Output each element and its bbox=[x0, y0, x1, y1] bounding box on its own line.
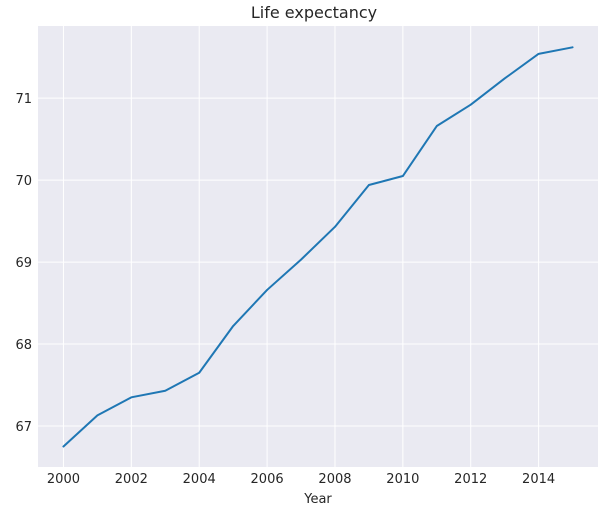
data-point bbox=[470, 104, 472, 106]
x-tick-label: 2014 bbox=[522, 472, 555, 487]
x-axis-label: Year bbox=[303, 492, 332, 506]
data-point bbox=[266, 289, 268, 291]
y-axis-ticks: 67 68 69 70 71 bbox=[15, 92, 32, 435]
data-point bbox=[198, 372, 200, 374]
data-point bbox=[62, 446, 64, 448]
x-tick-label: 2000 bbox=[47, 472, 80, 487]
data-point bbox=[164, 390, 166, 392]
data-point bbox=[572, 46, 574, 48]
x-tick-label: 2006 bbox=[251, 472, 284, 487]
grid-lines bbox=[38, 26, 598, 467]
y-tick-label: 71 bbox=[15, 92, 32, 107]
data-point bbox=[436, 125, 438, 127]
data-point bbox=[504, 77, 506, 79]
data-point bbox=[402, 175, 404, 177]
data-point bbox=[368, 184, 370, 186]
y-tick-label: 69 bbox=[15, 256, 32, 271]
y-tick-label: 68 bbox=[15, 338, 32, 353]
x-axis-ticks: 2000 2002 2004 2006 2008 2010 2012 2014 bbox=[47, 472, 555, 487]
data-point bbox=[300, 259, 302, 261]
plot-area bbox=[38, 26, 598, 467]
x-tick-label: 2012 bbox=[454, 472, 487, 487]
chart-title: Life expectancy bbox=[251, 3, 377, 22]
y-tick-label: 67 bbox=[15, 420, 32, 435]
y-tick-label: 70 bbox=[15, 174, 32, 189]
data-point bbox=[130, 396, 132, 398]
series-line bbox=[62, 46, 574, 448]
x-tick-label: 2002 bbox=[115, 472, 148, 487]
data-point bbox=[232, 325, 234, 327]
data-point bbox=[334, 226, 336, 228]
data-point bbox=[96, 414, 98, 416]
data-point bbox=[538, 53, 540, 55]
x-tick-label: 2004 bbox=[183, 472, 216, 487]
x-tick-label: 2008 bbox=[318, 472, 351, 487]
x-tick-label: 2010 bbox=[386, 472, 419, 487]
